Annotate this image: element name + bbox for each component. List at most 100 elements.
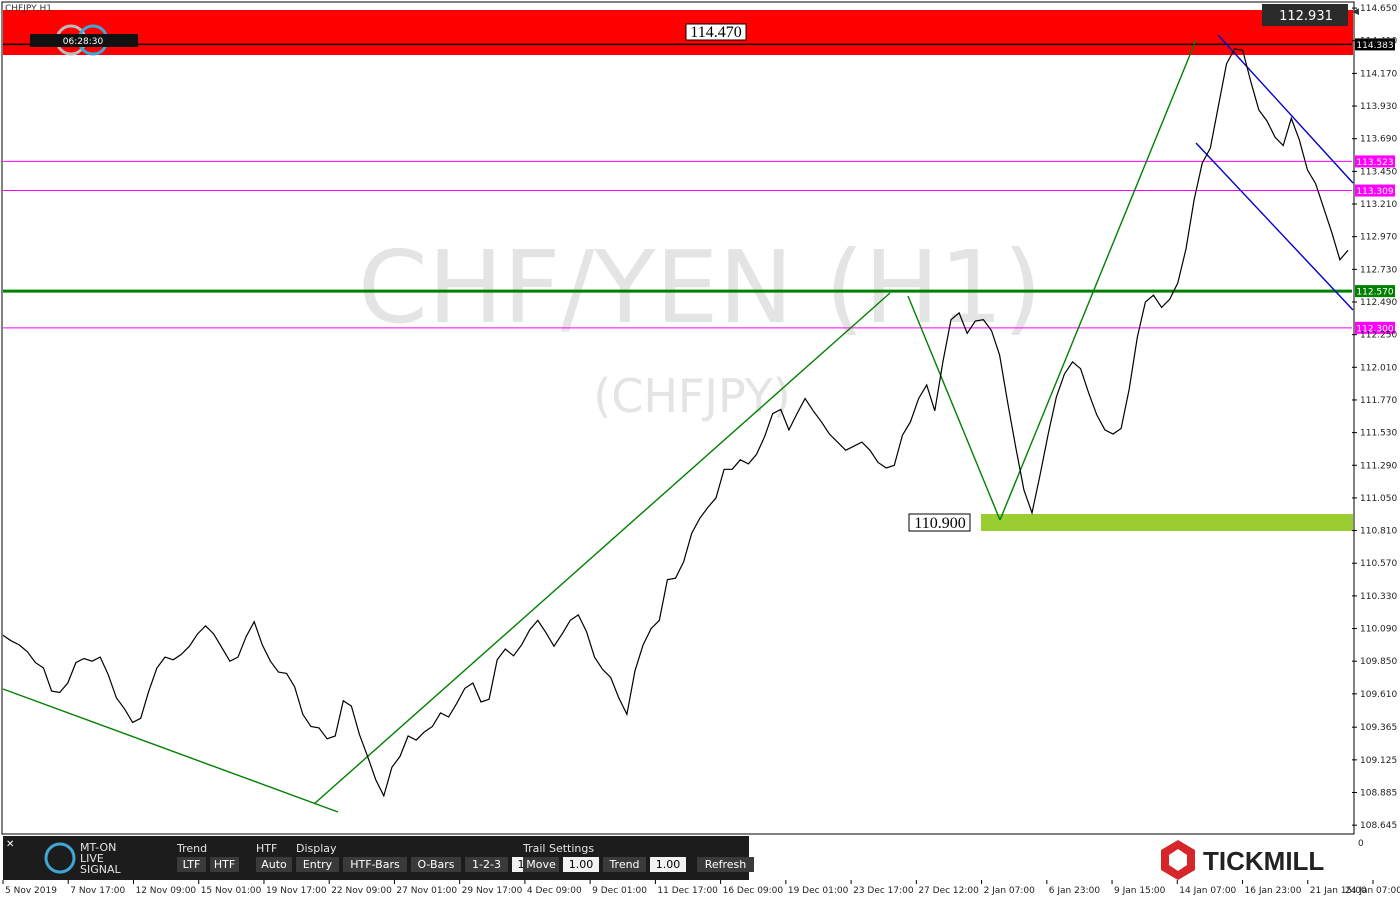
x-tick-label-15: 2 Jan 07:00 [984, 886, 1036, 896]
panel-button-0-1[interactable] [210, 857, 239, 872]
price-axis: 114.650 114.410 114.170 113.930 113.690 113.4… [1352, 4, 1397, 831]
control-panel: ✕ MT-ON LIVE SIGNAL Trend LTF HTF HTF Auto Di… [3, 836, 754, 880]
panel-logo-line2: LIVE [80, 852, 104, 865]
callout-114470: 114.470 [685, 23, 747, 41]
watermark-sub: (CHFJPY) [593, 369, 790, 423]
level-tag-text-3: 112.570 [1356, 288, 1393, 298]
channel-lower [1195, 142, 1354, 311]
y-tick-label-0: 114.650 [1360, 4, 1397, 14]
panel-logo-line1: MT-ON [80, 841, 116, 854]
panel-close-icon[interactable]: ✕ [6, 839, 14, 850]
panel-button-2-3[interactable] [465, 857, 508, 872]
x-tick-label-17: 9 Jan 15:00 [1114, 886, 1166, 896]
resistance-zone [3, 10, 1353, 55]
level-tag-text-1: 113.523 [1356, 158, 1393, 168]
panel-button-4-0[interactable] [697, 857, 754, 872]
y-tick-label-12: 111.770 [1360, 396, 1397, 406]
callout-110900-box [908, 513, 971, 532]
y-tick-label-21: 109.610 [1360, 690, 1397, 700]
level-lines: 114.383 113.523 113.309 112.570 112.300 [3, 38, 1395, 334]
panel-group-title-3: Trail Settings [522, 842, 594, 855]
callout-114470-box [685, 23, 747, 41]
x-tick-label-21: 24 Jan 07:00 [1345, 886, 1400, 896]
x-tick-label-0: 5 Nov 2019 [5, 886, 57, 896]
level-tag-3 [1355, 285, 1395, 298]
y-tick-label-9: 112.490 [1360, 298, 1397, 308]
current-price-bg [1262, 4, 1348, 26]
y-tick-label-24: 108.885 [1360, 789, 1397, 799]
panel-button-2-0[interactable] [296, 857, 339, 872]
panel-label-2-1: HTF-Bars [350, 858, 400, 871]
y-tick-label-17: 110.570 [1360, 559, 1397, 569]
panel-label-0-1: HTF [214, 858, 235, 871]
x-tick-label-11: 16 Dec 09:00 [723, 886, 784, 896]
y-tick-label-16: 110.810 [1360, 527, 1397, 537]
y-tick-label-15: 111.050 [1360, 494, 1397, 504]
brand-text: TICKMILL [1203, 846, 1324, 876]
x-tick-label-5: 22 Nov 09:00 [331, 886, 392, 896]
y-tick-label-25: 108.645 [1360, 821, 1397, 831]
y-tick-label-18: 110.330 [1360, 592, 1397, 602]
x-tick-label-14: 27 Dec 12:00 [918, 886, 979, 896]
panel-logo-line3: SIGNAL [80, 863, 122, 876]
price-arrow-icon: ◀ [1352, 7, 1359, 17]
y-tick-label-13: 111.530 [1360, 429, 1397, 439]
y-tick-label-7: 112.970 [1360, 233, 1397, 243]
y-tick-label-10: 112.250 [1360, 331, 1397, 341]
panel-button-3-2[interactable] [603, 857, 646, 872]
panel-label-3-3: 1.00 [656, 858, 681, 871]
x-tick-label-8: 4 Dec 09:00 [527, 886, 582, 896]
level-tag-text-4: 112.300 [1356, 324, 1393, 334]
trendline-wave-down [907, 295, 1001, 521]
callout-110900-text: 110.900 [914, 515, 965, 532]
panel-label-0-0: LTF [183, 858, 201, 871]
mt-logo-top: 06:28:30 [30, 24, 138, 56]
panel-value-3-1[interactable] [563, 857, 599, 872]
watermark-main: CHF/YEN (H1) [358, 229, 1042, 346]
trendline-wave-up [999, 39, 1197, 521]
panel-label-2-2: O-Bars [417, 858, 454, 871]
y-tick-label-2: 114.170 [1360, 69, 1397, 79]
y-tick-label-6: 113.210 [1360, 200, 1397, 210]
level-tag-1 [1355, 155, 1395, 168]
x-tick-label-6: 27 Nov 01:00 [396, 886, 457, 896]
x-tick-label-13: 23 Dec 17:00 [853, 886, 914, 896]
panel-logo-icon [44, 842, 76, 874]
trendline-up-main [313, 292, 891, 805]
panel-button-2-1[interactable] [343, 857, 407, 872]
callout-110900: 110.900 [908, 513, 971, 532]
callout-114470-text: 114.470 [690, 24, 741, 41]
panel-label-3-0: Move [526, 858, 556, 871]
x-tick-label-12: 19 Dec 01:00 [788, 886, 849, 896]
panel-label-1-0: Auto [261, 858, 287, 871]
subwindow-zero: 0 [1358, 839, 1364, 849]
panel-groups: Trend LTF HTF HTF Auto Display Entry HTF-Bars O-… [176, 842, 754, 872]
x-tick-label-1: 7 Nov 17:00 [70, 886, 125, 896]
panel-button-3-0[interactable] [523, 857, 559, 872]
x-tick-label-7: 29 Nov 17:00 [462, 886, 523, 896]
panel-group-title-0: Trend [176, 842, 207, 855]
panel-button-1-0[interactable] [256, 857, 292, 872]
panel-group-title-2: Display [296, 842, 337, 855]
panel-value-3-3[interactable] [650, 857, 686, 872]
panel-label-3-2: Trend [608, 858, 639, 871]
tickmill-hex-inner-icon [1169, 849, 1187, 871]
y-tick-label-14: 111.290 [1360, 461, 1397, 471]
y-tick-label-5: 113.450 [1360, 167, 1397, 177]
support-zone [981, 514, 1353, 531]
y-tick-label-1: 114.410 [1360, 37, 1397, 47]
current-price-box: 112.931 ◀ [1262, 4, 1359, 26]
panel-label-4-0: Refresh [705, 858, 747, 871]
panel-group-title-1: HTF [256, 842, 277, 855]
x-tick-label-4: 19 Nov 17:00 [266, 886, 327, 896]
panel-button-0-0[interactable] [177, 857, 206, 872]
level-tag-0 [1355, 38, 1395, 51]
panel-button-2-2[interactable] [411, 857, 461, 872]
y-tick-label-4: 113.690 [1360, 135, 1397, 145]
x-tick-label-18: 14 Jan 07:00 [1179, 886, 1236, 896]
x-tick-label-16: 6 Jan 23:00 [1049, 886, 1101, 896]
level-tag-4 [1355, 321, 1395, 334]
symbol-title: CHFJPY,H1 [5, 4, 52, 14]
current-price-text: 112.931 [1279, 9, 1333, 24]
